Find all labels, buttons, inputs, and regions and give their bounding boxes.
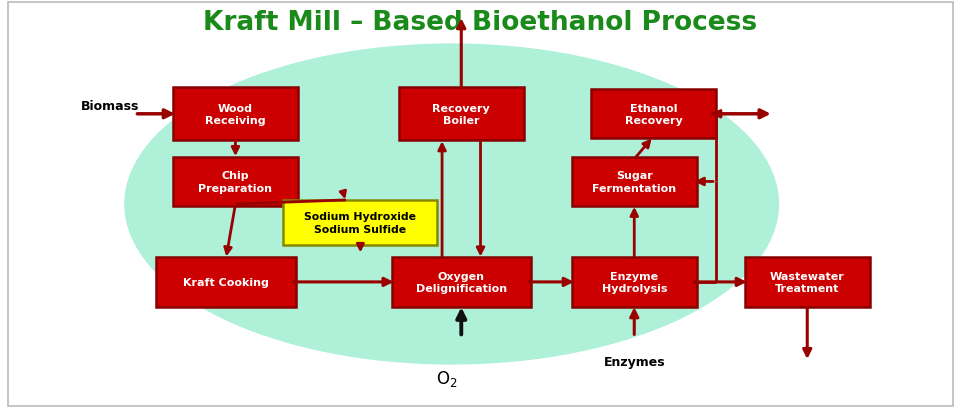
FancyBboxPatch shape: [173, 88, 298, 141]
FancyBboxPatch shape: [572, 258, 697, 307]
FancyBboxPatch shape: [173, 157, 298, 207]
Text: Chip
Preparation: Chip Preparation: [198, 171, 273, 193]
Text: Kraft Mill – Based Bioethanol Process: Kraft Mill – Based Bioethanol Process: [204, 10, 757, 36]
Text: Sugar
Fermentation: Sugar Fermentation: [592, 171, 677, 193]
Text: $\mathregular{O_2}$: $\mathregular{O_2}$: [436, 369, 457, 388]
Text: Wood
Receiving: Wood Receiving: [205, 103, 266, 126]
Text: Ethanol
Recovery: Ethanol Recovery: [625, 103, 682, 126]
FancyBboxPatch shape: [399, 88, 524, 141]
Text: Recovery
Boiler: Recovery Boiler: [432, 103, 490, 126]
FancyBboxPatch shape: [591, 90, 716, 139]
Text: Enzyme
Hydrolysis: Enzyme Hydrolysis: [602, 271, 667, 293]
FancyBboxPatch shape: [745, 258, 870, 307]
FancyBboxPatch shape: [572, 157, 697, 207]
Text: Oxygen
Delignification: Oxygen Delignification: [416, 271, 506, 293]
Text: Enzymes: Enzymes: [604, 355, 665, 369]
Text: Biomass: Biomass: [82, 100, 139, 113]
FancyBboxPatch shape: [283, 200, 437, 245]
Text: Wastewater
Treatment: Wastewater Treatment: [770, 271, 845, 293]
FancyBboxPatch shape: [392, 258, 530, 307]
Text: Sodium Hydroxide
Sodium Sulfide: Sodium Hydroxide Sodium Sulfide: [305, 212, 416, 234]
FancyBboxPatch shape: [156, 258, 296, 307]
Text: Kraft Cooking: Kraft Cooking: [183, 277, 269, 287]
Ellipse shape: [125, 45, 778, 364]
